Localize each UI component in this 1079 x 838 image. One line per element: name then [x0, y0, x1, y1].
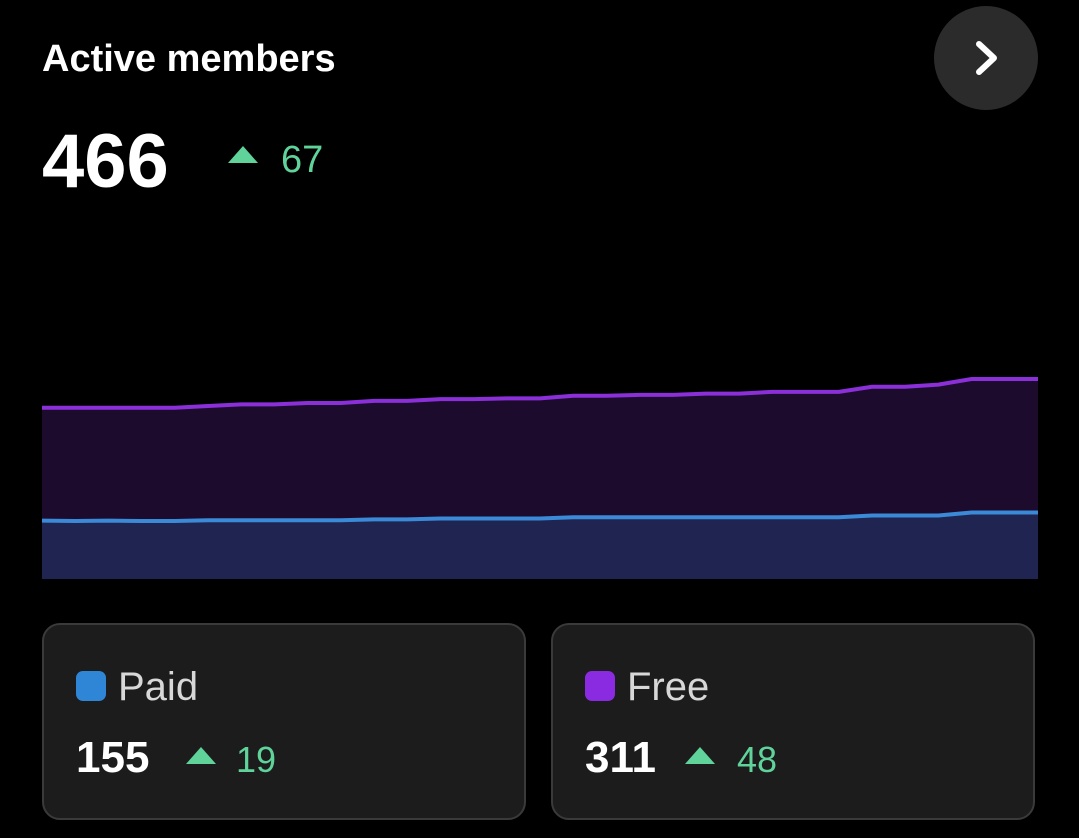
next-button[interactable]	[934, 6, 1038, 110]
card-change: 19	[236, 739, 277, 780]
legend-swatch	[585, 671, 615, 701]
up-icon	[228, 146, 258, 163]
up-icon	[685, 747, 715, 764]
total-change: 67	[281, 139, 324, 181]
chart	[41, 377, 1038, 579]
chevron-icon	[976, 41, 997, 75]
title: Active members	[42, 38, 336, 80]
total-value: 466	[42, 119, 169, 204]
card-change: 48	[737, 739, 778, 780]
line	[41, 510, 1038, 524]
legend-label: Paid	[118, 665, 199, 709]
card-value: 155	[76, 733, 150, 782]
card-value: 311	[585, 733, 656, 782]
paid-card: Paid 155 19	[42, 623, 526, 820]
legend-label: Free	[627, 665, 710, 709]
line	[42, 377, 1038, 410]
free-card: Free 311 48	[551, 623, 1035, 820]
legend-swatch	[76, 671, 106, 701]
area	[42, 512, 1038, 579]
up-icon	[186, 747, 216, 764]
area	[42, 379, 1038, 522]
